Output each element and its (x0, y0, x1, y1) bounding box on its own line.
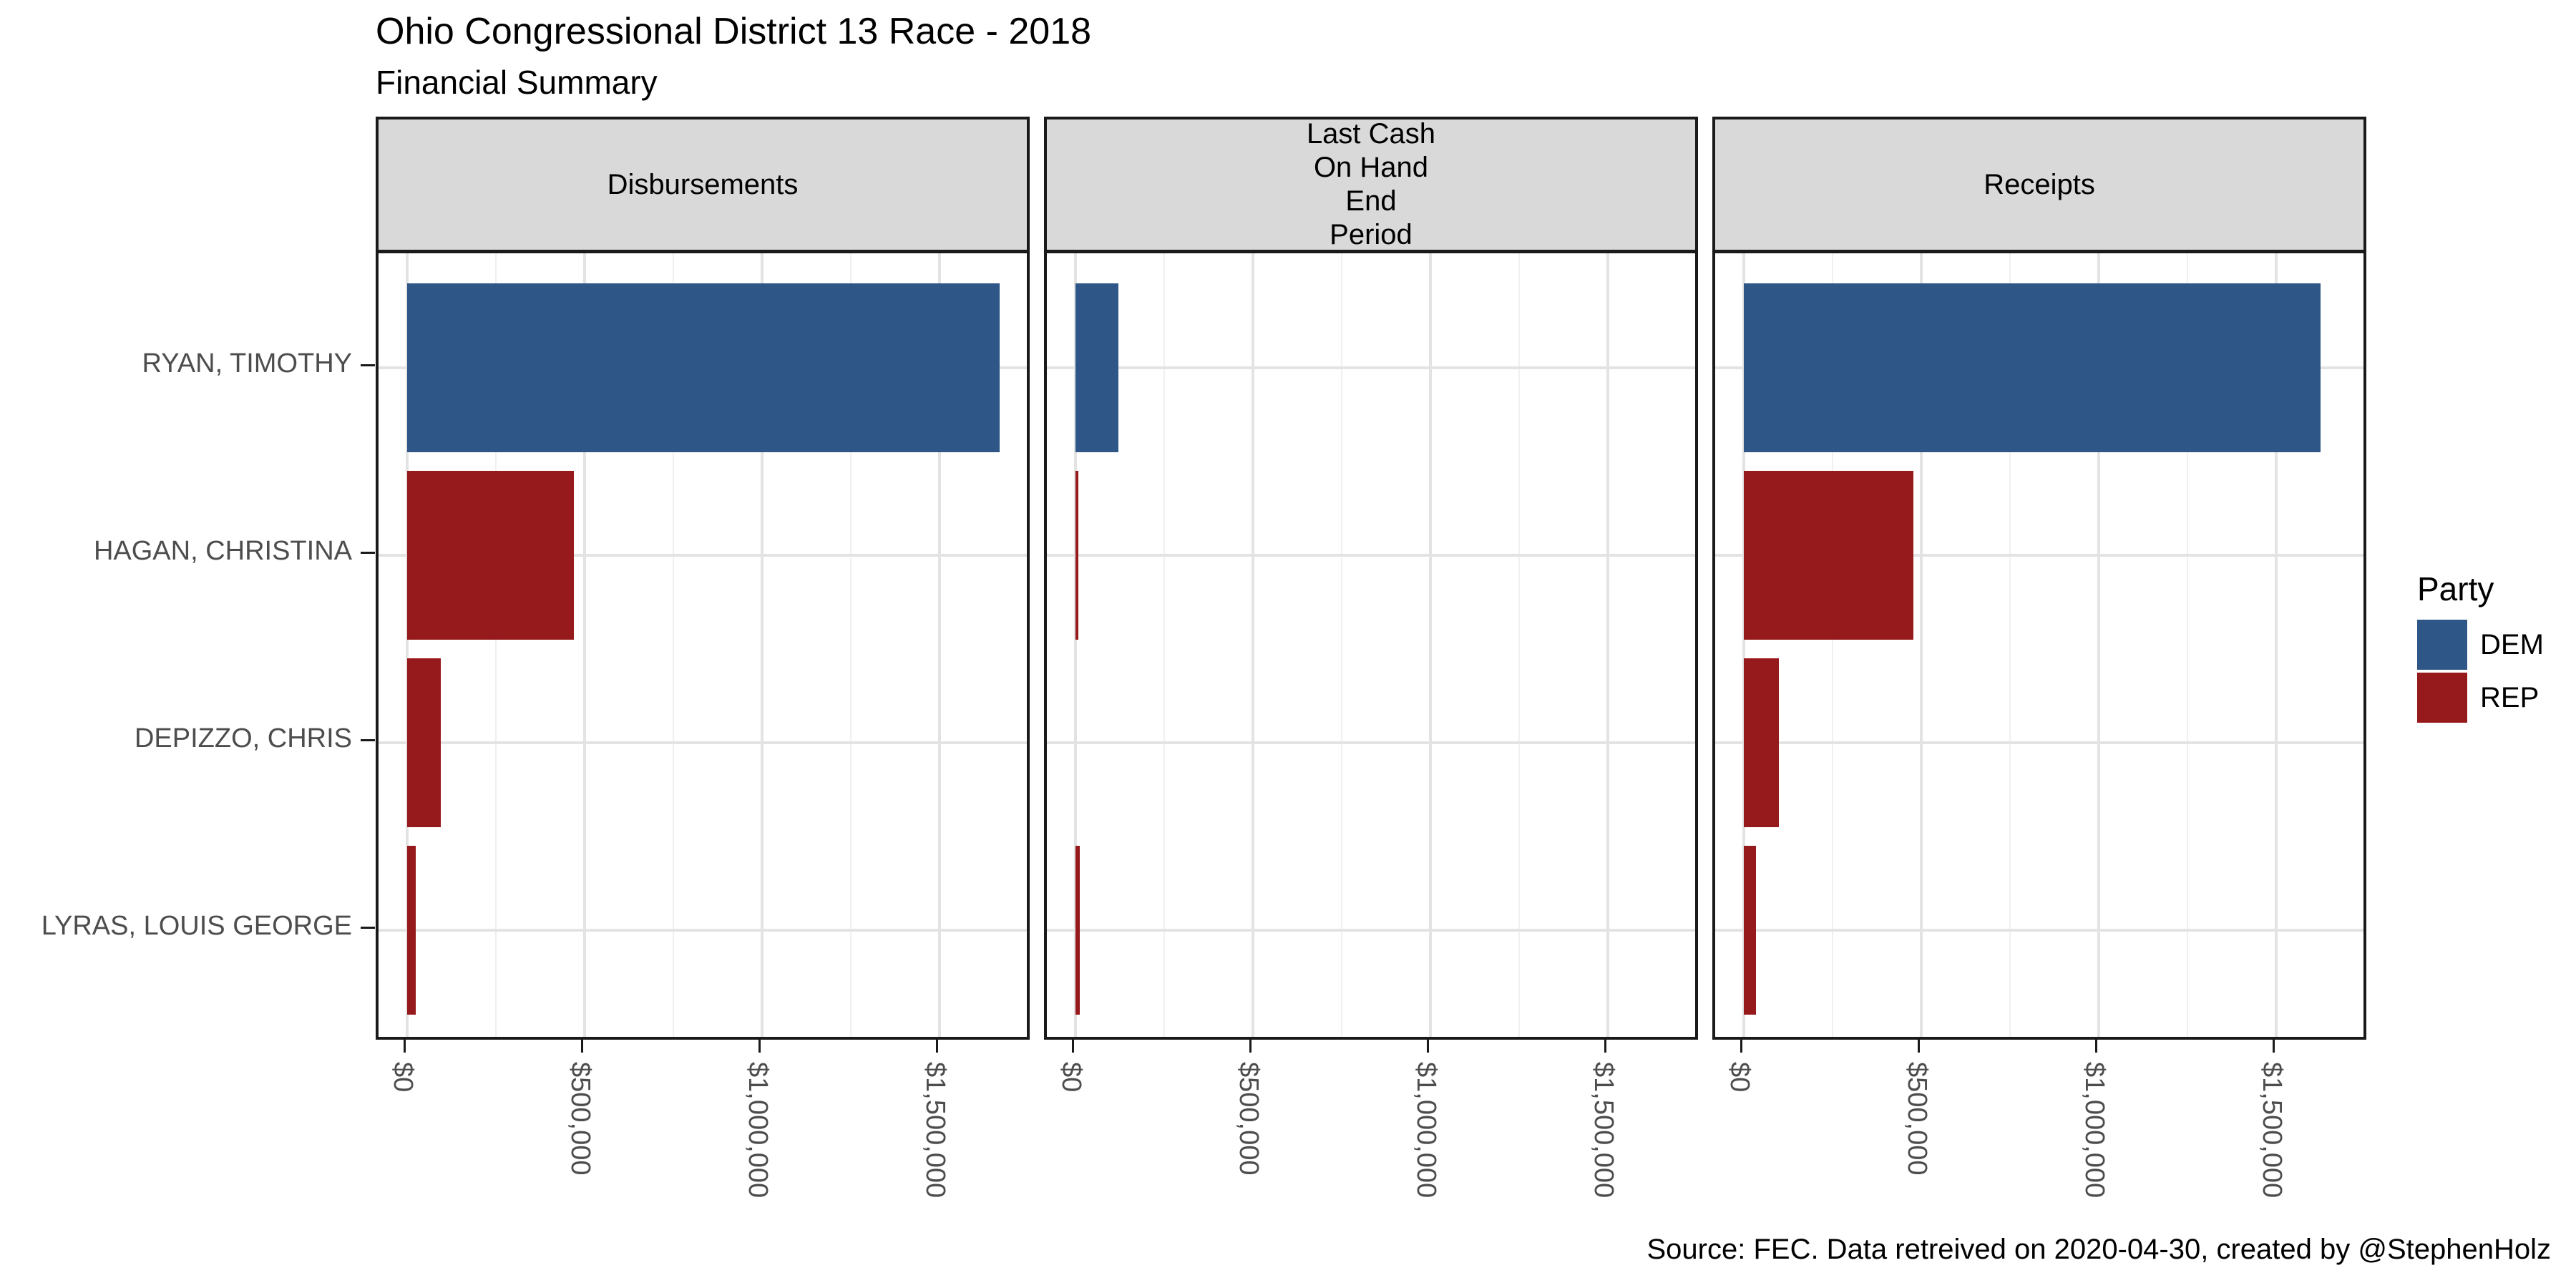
bar-lyras-2 (1744, 846, 1757, 1015)
gridline-major-y (1047, 554, 1695, 557)
gridline-major-x (1429, 253, 1432, 1037)
panel-0 (376, 250, 1030, 1040)
gridline-major-x (1074, 253, 1077, 1037)
bar-lyras-0 (407, 846, 416, 1015)
y-axis-label-candidate: DEPIZZO, CHRIS (134, 723, 352, 753)
gridline-minor-x (1341, 253, 1342, 1037)
gridline-major-x (1606, 253, 1609, 1037)
gridline-minor-x (673, 253, 674, 1037)
bar-hagan-2 (1744, 471, 1914, 640)
y-axis-label-candidate: RYAN, TIMOTHY (142, 348, 352, 379)
x-tick-label: $0 (388, 1062, 418, 1093)
bar-hagan-0 (407, 471, 575, 640)
gridline-major-y (1715, 554, 2363, 557)
x-tick-mark (1917, 1040, 1920, 1053)
x-tick-mark (1071, 1040, 1074, 1053)
gridline-minor-x (1163, 253, 1165, 1037)
x-tick-mark (758, 1040, 761, 1053)
y-tick-mark (361, 738, 375, 741)
gridline-major-y (379, 741, 1027, 744)
x-tick-label: $1,500,000 (1589, 1062, 1619, 1199)
panel-2 (1712, 250, 2366, 1040)
facet-strip-label-2: Receipts (1984, 168, 2095, 202)
y-tick-mark (361, 926, 375, 929)
x-tick-label: $0 (1056, 1062, 1086, 1093)
x-tick-label: $500,000 (565, 1062, 595, 1176)
x-tick-mark (1740, 1040, 1742, 1053)
gridline-major-x (583, 253, 586, 1037)
facet-strip-label-line: Receipts (1984, 168, 2095, 200)
gridline-major-y (1715, 929, 2363, 932)
gridline-minor-x (495, 253, 497, 1037)
x-tick-mark (2094, 1040, 2097, 1053)
x-tick-mark (580, 1040, 583, 1053)
x-tick-label: $500,000 (1234, 1062, 1264, 1176)
gridline-major-x (938, 253, 941, 1037)
facet-strip-label-line: Last Cash (1306, 118, 1436, 150)
gridline-major-x (761, 253, 763, 1037)
facet-strip-1: Last Cash On Hand End Period (1044, 117, 1698, 253)
facet-strip-label-line: End (1345, 185, 1397, 217)
gridline-major-x (406, 253, 409, 1037)
panel-1 (1044, 250, 1698, 1040)
gridline-major-x (1920, 253, 1923, 1037)
x-tick-label: $500,000 (1902, 1062, 1932, 1176)
gridline-major-x (1742, 253, 1745, 1037)
x-tick-label: $1,000,000 (1411, 1062, 1441, 1199)
bar-depizzo-0 (407, 658, 441, 827)
legend-title: Party (2417, 570, 2494, 608)
y-tick-mark (361, 364, 375, 366)
x-tick-label: $1,500,000 (2257, 1062, 2287, 1199)
gridline-major-y (379, 554, 1027, 557)
chart-subtitle: Financial Summary (376, 64, 658, 101)
x-tick-mark (2272, 1040, 2275, 1053)
gridline-minor-x (850, 253, 852, 1037)
x-tick-mark (935, 1040, 938, 1053)
chart-title: Ohio Congressional District 13 Race - 20… (376, 11, 1092, 52)
bar-lyras-1 (1075, 846, 1080, 1015)
x-tick-label: $1,000,000 (743, 1062, 773, 1199)
y-axis-label-candidate: LYRAS, LOUIS GEORGE (41, 911, 352, 941)
source-caption: Source: FEC. Data retreived on 2020-04-3… (1646, 1234, 2551, 1265)
legend-label-dem: DEM (2480, 629, 2544, 660)
gridline-major-x (1252, 253, 1254, 1037)
y-axis-label-candidate: HAGAN, CHRISTINA (93, 536, 352, 566)
gridline-major-y (1047, 366, 1695, 369)
x-tick-mark (1249, 1040, 1252, 1053)
x-tick-label: $0 (1724, 1062, 1755, 1093)
x-tick-mark (403, 1040, 406, 1053)
x-tick-mark (1426, 1040, 1429, 1053)
x-tick-label: $1,500,000 (920, 1062, 950, 1199)
legend-label-rep: REP (2480, 682, 2540, 713)
y-tick-mark (361, 551, 375, 554)
bar-hagan-1 (1075, 471, 1078, 640)
bar-ryan-2 (1744, 283, 2321, 452)
facet-strip-2: Receipts (1712, 117, 2366, 253)
facet-strip-label-line: On Hand (1313, 152, 1429, 183)
gridline-minor-x (2187, 253, 2188, 1037)
gridline-major-y (379, 929, 1027, 932)
facet-strip-label-1: Last Cash On Hand End Period (1307, 117, 1435, 252)
gridline-major-x (2097, 253, 2100, 1037)
bar-ryan-0 (407, 283, 1000, 452)
gridline-minor-x (1518, 253, 1520, 1037)
gridline-major-x (2275, 253, 2278, 1037)
facet-strip-label-line: Period (1330, 219, 1413, 250)
gridline-major-y (1047, 929, 1695, 932)
bar-ryan-1 (1075, 283, 1118, 452)
gridline-major-y (1047, 741, 1695, 744)
gridline-minor-x (1832, 253, 1833, 1037)
legend-swatch-dem (2417, 620, 2467, 670)
x-tick-mark (1604, 1040, 1606, 1053)
x-tick-label: $1,000,000 (2079, 1062, 2109, 1199)
gridline-major-y (1715, 741, 2363, 744)
legend-swatch-rep (2417, 673, 2467, 723)
facet-strip-label-line: Disbursements (607, 168, 799, 200)
bar-depizzo-2 (1744, 658, 1779, 827)
gridline-minor-x (2009, 253, 2011, 1037)
facet-strip-0: Disbursements (376, 117, 1030, 253)
facet-strip-label-0: Disbursements (608, 168, 799, 202)
